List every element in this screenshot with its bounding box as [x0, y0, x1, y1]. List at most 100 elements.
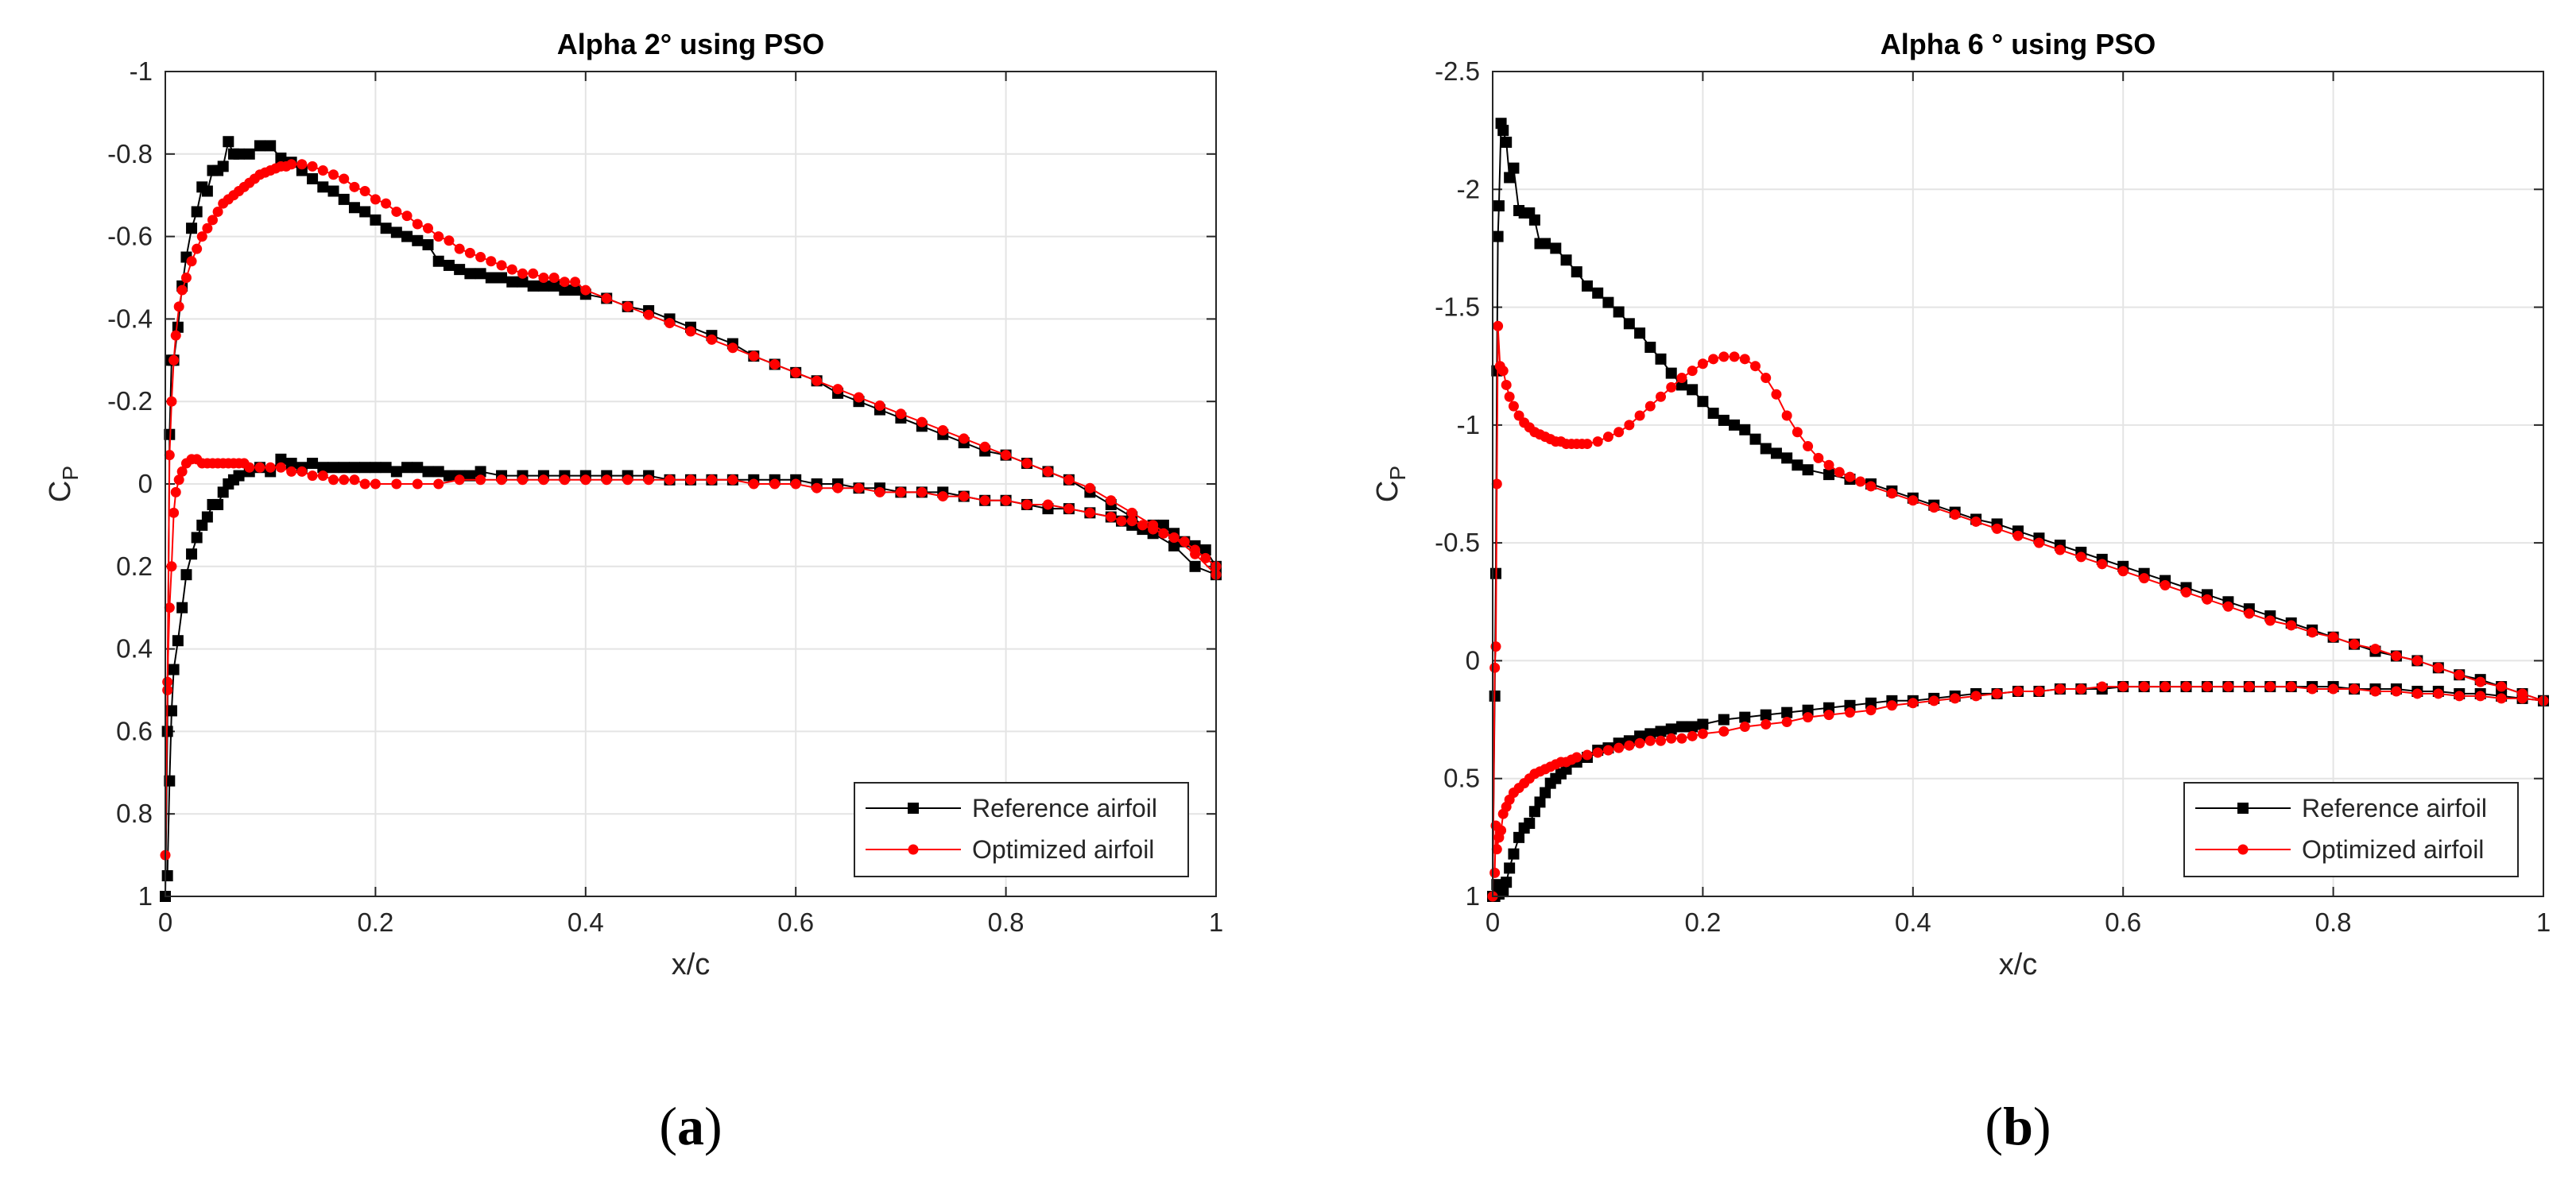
- data-point: [1084, 507, 1095, 518]
- data-point: [748, 478, 759, 490]
- data-point: [2222, 601, 2233, 612]
- data-point: [1508, 162, 1520, 174]
- data-point: [959, 433, 970, 444]
- y-tick-label: -0.8: [107, 139, 153, 168]
- data-point: [296, 466, 308, 477]
- data-point: [296, 159, 308, 170]
- data-point: [370, 462, 382, 474]
- data-point: [580, 284, 591, 296]
- data-point: [443, 259, 455, 271]
- data-point: [2222, 681, 2233, 692]
- data-point: [706, 474, 717, 486]
- data-point: [486, 256, 497, 267]
- data-point: [2369, 686, 2380, 697]
- data-point: [254, 140, 265, 152]
- data-point: [349, 181, 360, 192]
- data-point: [348, 462, 360, 474]
- data-point: [307, 458, 319, 470]
- data-point: [475, 474, 486, 486]
- data-point: [1886, 488, 1897, 499]
- data-point: [1655, 726, 1667, 737]
- data-point: [1137, 520, 1148, 531]
- y-tick-label: 0.8: [116, 799, 153, 828]
- data-point: [1687, 721, 1699, 733]
- data-point: [359, 206, 371, 218]
- data-point: [422, 466, 434, 478]
- data-point: [422, 238, 434, 250]
- data-point: [328, 474, 339, 486]
- data-point: [1708, 354, 1719, 365]
- data-point: [528, 268, 539, 279]
- data-point: [1855, 476, 1866, 487]
- data-point: [1582, 439, 1593, 450]
- data-point: [1908, 495, 1919, 506]
- data-point: [979, 495, 990, 506]
- data-point: [1001, 450, 1012, 461]
- data-point: [1528, 214, 1540, 226]
- data-point: [1844, 471, 1855, 482]
- data-point: [381, 198, 392, 209]
- data-point: [1189, 560, 1201, 572]
- y-tick-label: -0.2: [107, 386, 153, 416]
- data-point: [390, 226, 402, 238]
- y-tick-label: 1: [138, 881, 153, 911]
- data-point: [1656, 391, 1667, 402]
- data-point: [1823, 710, 1834, 721]
- data-point: [790, 478, 801, 490]
- data-point: [2307, 683, 2318, 695]
- data-point: [1528, 806, 1540, 818]
- data-point: [412, 478, 423, 490]
- data-point: [164, 450, 175, 461]
- data-point: [1761, 373, 1772, 384]
- data-point: [874, 400, 885, 411]
- data-point: [1497, 125, 1509, 137]
- data-point: [1729, 351, 1740, 362]
- data-point: [317, 165, 328, 176]
- data-point: [538, 474, 549, 486]
- data-point: [1792, 427, 1803, 438]
- data-point: [1602, 432, 1613, 443]
- data-point: [1634, 327, 1646, 339]
- data-point: [1084, 482, 1095, 493]
- data-point: [2055, 683, 2066, 695]
- data-point: [1501, 877, 1513, 888]
- data-point: [1634, 410, 1645, 421]
- data-point: [1803, 712, 1814, 723]
- data-point: [854, 482, 865, 493]
- chart-title: Alpha 2° using PSO: [557, 28, 824, 60]
- x-tick-label: 0.6: [777, 908, 814, 937]
- data-point: [166, 561, 177, 572]
- data-point: [475, 466, 486, 478]
- data-point: [2496, 681, 2507, 692]
- data-point: [317, 181, 329, 193]
- data-point: [1802, 464, 1814, 476]
- y-axis-label: CP: [1371, 466, 1410, 502]
- data-point: [370, 214, 382, 226]
- data-point: [601, 292, 612, 304]
- caption-paren-open: (: [1985, 1096, 2003, 1156]
- data-point: [1157, 519, 1169, 531]
- data-point: [1504, 391, 1515, 402]
- y-tick-label: 0.6: [116, 716, 153, 745]
- data-point: [359, 186, 370, 197]
- caption-letter: a: [677, 1096, 704, 1156]
- data-point: [2475, 676, 2486, 687]
- data-point: [2033, 686, 2044, 697]
- data-point: [191, 532, 203, 544]
- data-point: [1489, 867, 1501, 878]
- data-point: [937, 425, 948, 436]
- data-point: [1497, 366, 1509, 377]
- data-point: [172, 321, 184, 333]
- x-tick-label: 0: [1486, 908, 1500, 937]
- data-point: [212, 498, 224, 510]
- data-point: [548, 273, 560, 283]
- data-point: [423, 223, 433, 234]
- legend-marker: [908, 803, 919, 814]
- data-point: [1624, 740, 1635, 751]
- data-point: [401, 230, 413, 242]
- data-point: [464, 268, 476, 280]
- data-point: [212, 206, 223, 217]
- data-point: [275, 152, 287, 164]
- data-point: [2160, 580, 2171, 591]
- data-point: [2286, 620, 2297, 631]
